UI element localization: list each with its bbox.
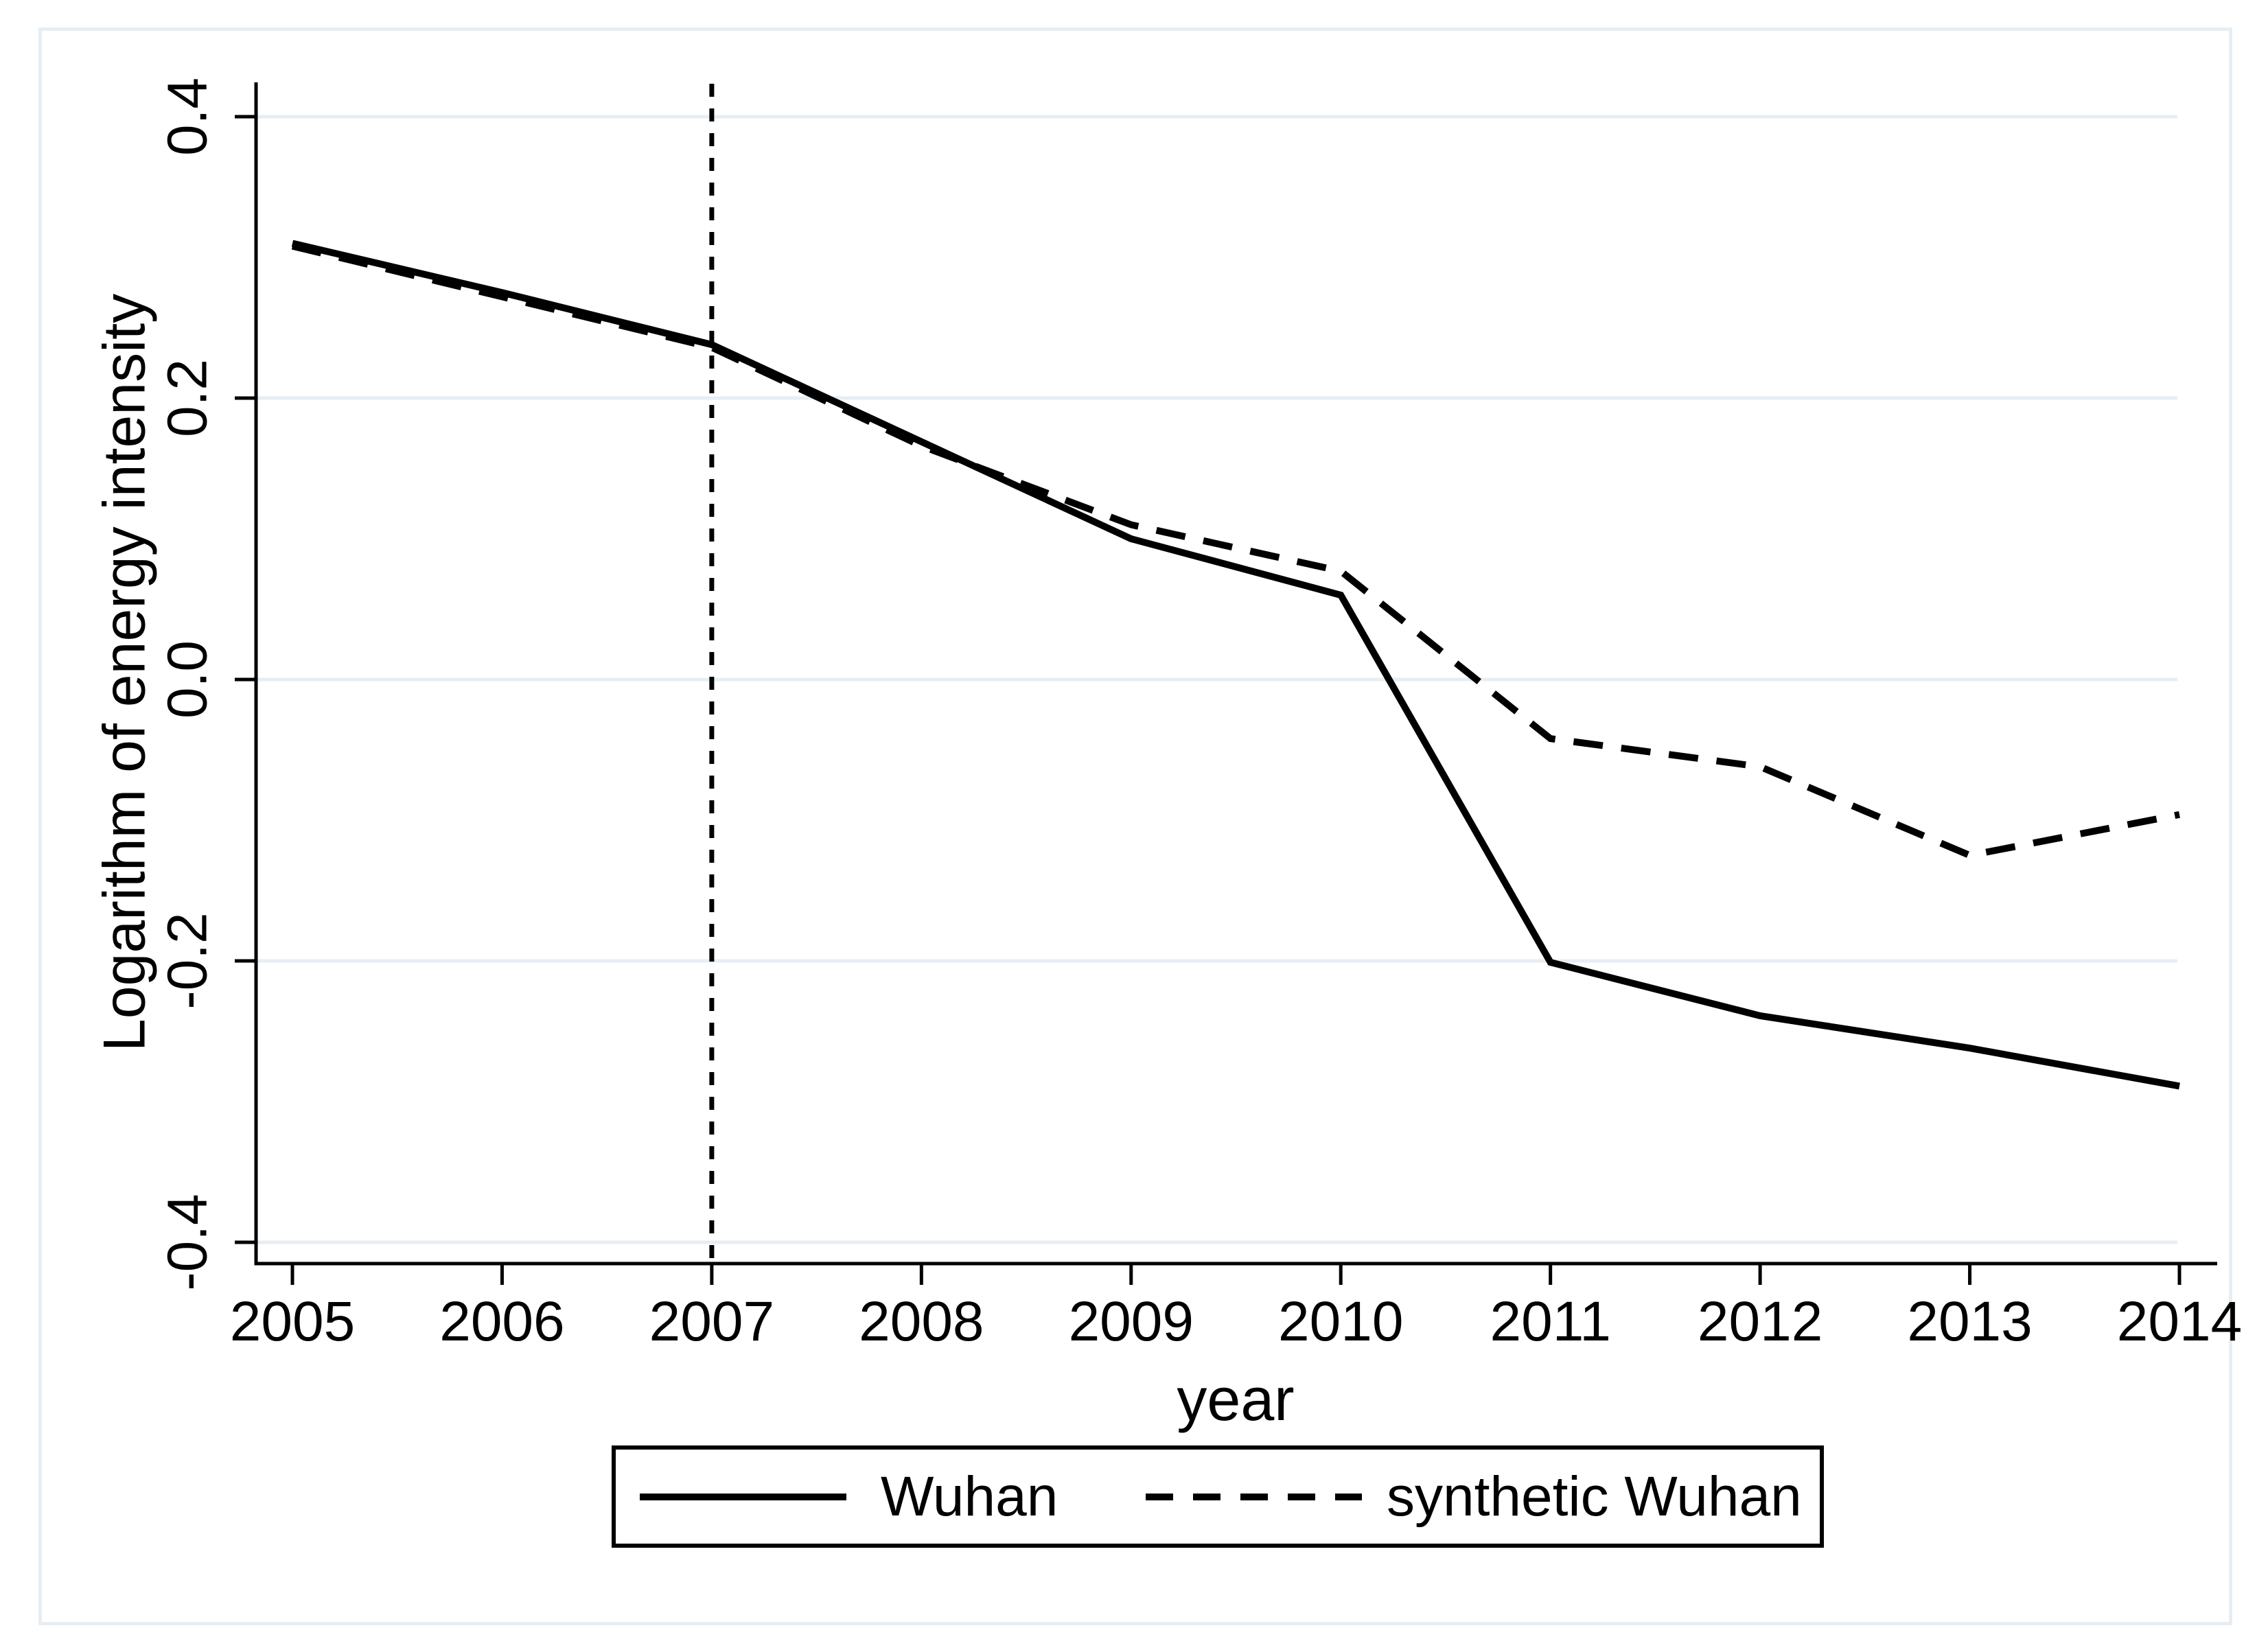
x-tick-label: 2006 (439, 1290, 564, 1353)
x-tick-label: 2013 (1907, 1290, 2032, 1353)
y-tick-label: -0.4 (157, 1194, 219, 1290)
x-tick-label: 2009 (1069, 1290, 1194, 1353)
x-tick-label: 2011 (1490, 1290, 1610, 1353)
series-line-synthetic-wuhan (291, 242, 2180, 859)
y-tick-label: 0.2 (157, 359, 219, 437)
y-tick-label: -0.2 (157, 912, 219, 1009)
y-tick-label: 0.0 (157, 640, 219, 719)
x-tick-label: 2005 (230, 1290, 355, 1353)
x-tick-label: 2010 (1278, 1290, 1403, 1353)
series-line-wuhan (291, 240, 2180, 1090)
x-tick-label: 2014 (2117, 1290, 2242, 1353)
figure-border (38, 27, 2232, 1625)
x-tick-label: 2012 (1698, 1290, 1822, 1353)
x-tick-label: 2008 (859, 1290, 984, 1353)
y-axis-title: Logarithm of energy intensity (91, 293, 158, 1052)
y-tick-label: 0.4 (157, 78, 219, 156)
legend: Wuhan synthetic Wuhan (612, 1445, 1824, 1548)
legend-solid-line-sample (640, 1493, 846, 1500)
x-tick-label: 2007 (649, 1290, 774, 1353)
legend-dashed-line-sample (1146, 1493, 1362, 1500)
x-axis-title: year (1177, 1365, 1295, 1433)
legend-label-synthetic-wuhan: synthetic Wuhan (1387, 1465, 1802, 1528)
legend-label-wuhan: Wuhan (881, 1465, 1058, 1528)
